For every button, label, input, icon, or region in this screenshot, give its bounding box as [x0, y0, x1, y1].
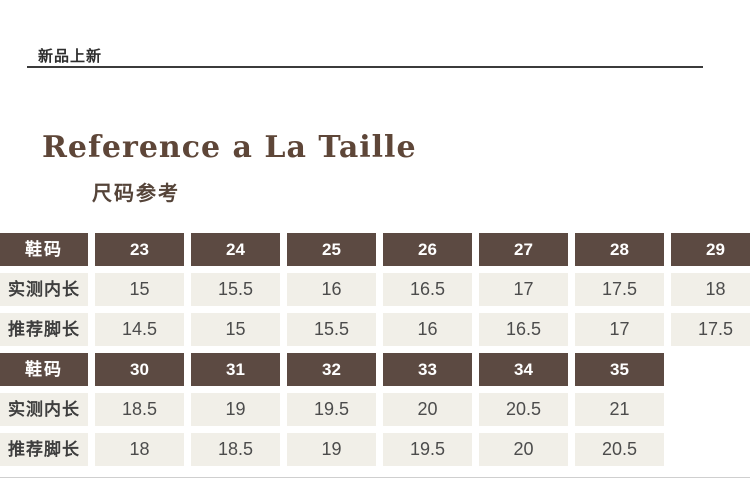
size-value-cell: 17 [479, 273, 568, 306]
size-header-cell: 34 [479, 353, 568, 386]
size-header-cell: 31 [191, 353, 280, 386]
size-value-cell: 18.5 [191, 433, 280, 466]
size-header-cell: 35 [575, 353, 664, 386]
size-value-cell: 19 [191, 393, 280, 426]
size-value-cell: 21 [575, 393, 664, 426]
size-value-cell: 17 [575, 313, 664, 346]
size-header-cell: 26 [383, 233, 472, 266]
size-value-cell: 18 [671, 273, 750, 306]
size-value-cell: 20 [383, 393, 472, 426]
size-value-cell: 20.5 [479, 393, 568, 426]
foot-length-row: 推荐脚长 18 18.5 19 19.5 20 20.5 [0, 433, 750, 466]
row-label-cell: 鞋码 [0, 233, 88, 266]
size-table: 鞋码 23 24 25 26 27 28 29 实测内长 15 15.5 16 16.5 17 17.5 18… [0, 233, 750, 473]
size-header-row: 鞋码 23 24 25 26 27 28 29 [0, 233, 750, 266]
row-label-cell: 实测内长 [0, 393, 88, 426]
page-title: Reference a La Taille [42, 130, 417, 165]
size-header-cell: 33 [383, 353, 472, 386]
size-header-cell: 27 [479, 233, 568, 266]
size-header-cell: 30 [95, 353, 184, 386]
size-value-cell: 16 [287, 273, 376, 306]
size-value-cell: 15.5 [191, 273, 280, 306]
size-value-cell: 15 [191, 313, 280, 346]
size-value-cell: 15.5 [287, 313, 376, 346]
row-label-cell: 推荐脚长 [0, 313, 88, 346]
size-value-cell: 19.5 [287, 393, 376, 426]
size-header-cell: 25 [287, 233, 376, 266]
size-header-cell: 29 [671, 233, 750, 266]
foot-length-row: 推荐脚长 14.5 15 15.5 16 16.5 17 17.5 [0, 313, 750, 346]
size-value-cell: 19.5 [383, 433, 472, 466]
page-subtitle: 尺码参考 [92, 183, 180, 205]
size-value-cell: 19 [287, 433, 376, 466]
size-header-row: 鞋码 30 31 32 33 34 35 [0, 353, 750, 386]
top-divider [27, 66, 703, 68]
size-value-cell: 17.5 [671, 313, 750, 346]
size-value-cell: 18.5 [95, 393, 184, 426]
size-value-cell: 14.5 [95, 313, 184, 346]
row-label-cell: 鞋码 [0, 353, 88, 386]
row-label-cell: 推荐脚长 [0, 433, 88, 466]
size-value-cell: 15 [95, 273, 184, 306]
size-value-cell: 18 [95, 433, 184, 466]
new-arrival-label: 新品上新 [38, 49, 103, 65]
size-value-cell: 17.5 [575, 273, 664, 306]
size-value-cell: 20 [479, 433, 568, 466]
size-header-cell: 24 [191, 233, 280, 266]
size-value-cell: 16.5 [479, 313, 568, 346]
row-label-cell: 实测内长 [0, 273, 88, 306]
size-header-cell: 23 [95, 233, 184, 266]
inner-length-row: 实测内长 18.5 19 19.5 20 20.5 21 [0, 393, 750, 426]
size-value-cell: 16.5 [383, 273, 472, 306]
bottom-divider [0, 477, 750, 478]
inner-length-row: 实测内长 15 15.5 16 16.5 17 17.5 18 [0, 273, 750, 306]
size-header-cell: 32 [287, 353, 376, 386]
size-value-cell: 20.5 [575, 433, 664, 466]
size-header-cell: 28 [575, 233, 664, 266]
size-value-cell: 16 [383, 313, 472, 346]
